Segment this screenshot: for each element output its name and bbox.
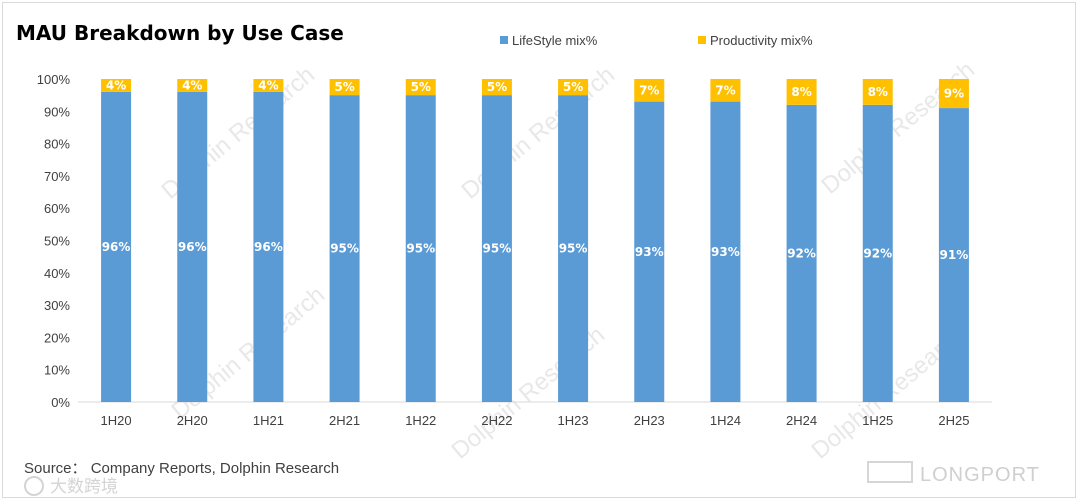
source-note: Source： Company Reports, Dolphin Researc…: [24, 460, 339, 477]
corner-brand: 大数跨境: [24, 476, 118, 496]
y-axis: 0% 10% 20% 30% 40% 50% 60% 70% 80% 90% 100%: [37, 72, 71, 410]
y-tick-label: 90%: [44, 104, 70, 119]
bar-lifestyle: [405, 95, 436, 403]
x-tick-label: 1H23: [558, 413, 589, 428]
bar-lifestyle: [710, 101, 741, 403]
x-tick-label: 2H23: [634, 413, 665, 428]
bar-lifestyle: [862, 104, 893, 402]
data-label-productivity: 5%: [334, 80, 354, 94]
longport-brand: LONGPORT: [920, 464, 1040, 486]
bar-productivity: [405, 79, 436, 96]
data-label-lifestyle: 95%: [330, 242, 359, 256]
bar-lifestyle: [177, 91, 208, 403]
x-tick-label: 1H25: [862, 413, 893, 428]
legend-label-productivity: Productivity mix%: [710, 33, 813, 48]
legend-label-lifestyle: LifeStyle mix%: [512, 33, 598, 48]
data-label-productivity: 5%: [487, 80, 507, 94]
data-label-lifestyle: 95%: [483, 242, 512, 256]
data-label-lifestyle: 92%: [787, 246, 816, 260]
bar-lifestyle: [938, 108, 969, 402]
x-tick-label: 2H24: [786, 413, 817, 428]
data-label-lifestyle: 91%: [940, 248, 969, 262]
y-tick-label: 30%: [44, 298, 70, 313]
data-label-lifestyle: 93%: [711, 245, 740, 259]
bar-lifestyle: [786, 104, 817, 402]
y-tick-label: 60%: [44, 201, 70, 216]
data-label-lifestyle: 95%: [406, 242, 435, 256]
legend-swatch-productivity: [698, 36, 706, 44]
bar-lifestyle: [329, 95, 360, 403]
data-label-productivity: 5%: [563, 80, 583, 94]
legend: LifeStyle mix% Productivity mix%: [500, 33, 813, 48]
legend-swatch-lifestyle: [500, 36, 508, 44]
x-tick-label: 1H24: [710, 413, 741, 428]
bar-lifestyle: [634, 101, 665, 403]
data-label-productivity: 7%: [639, 83, 659, 97]
chart-title: MAU Breakdown by Use Case: [16, 21, 344, 45]
bar-productivity: [786, 79, 817, 105]
x-tick-label: 1H22: [405, 413, 436, 428]
corner-brand-icon: [24, 476, 44, 496]
data-label-lifestyle: 96%: [178, 240, 207, 254]
y-tick-label: 40%: [44, 266, 70, 281]
y-tick-label: 10%: [44, 363, 70, 378]
data-label-lifestyle: 96%: [102, 240, 131, 254]
data-label-productivity: 4%: [106, 78, 126, 92]
corner-brand-text: 大数跨境: [50, 477, 118, 496]
longport-logo: LONGPORT: [867, 461, 1040, 486]
longport-logo-mark: [867, 461, 913, 483]
bar-productivity: [481, 79, 512, 96]
x-tick-label: 2H22: [481, 413, 512, 428]
bar-lifestyle: [558, 95, 589, 403]
data-label-productivity: 4%: [258, 78, 278, 92]
x-tick-label: 2H21: [329, 413, 360, 428]
data-label-lifestyle: 96%: [254, 240, 283, 254]
bar-productivity: [177, 79, 208, 92]
data-label-productivity: 4%: [182, 78, 202, 92]
y-tick-label: 100%: [37, 72, 71, 87]
data-label-lifestyle: 95%: [559, 242, 588, 256]
x-tick-label: 1H20: [101, 413, 132, 428]
bar-productivity: [558, 79, 589, 96]
data-label-lifestyle: 93%: [635, 245, 664, 259]
x-tick-label: 1H21: [253, 413, 284, 428]
data-label-productivity: 8%: [791, 85, 811, 99]
watermark-text: Dolphin Research: [457, 61, 621, 204]
y-tick-label: 70%: [44, 169, 70, 184]
y-tick-label: 0%: [51, 395, 70, 410]
x-tick-label: 2H20: [177, 413, 208, 428]
bar-productivity: [862, 79, 893, 105]
bar-productivity: [634, 79, 665, 102]
plot-area: 96% 4% 96% 4% 96% 4% 95% 5% 95% 5% 95% 5% 95% 5% 93% 7%…: [101, 78, 969, 403]
bar-productivity: [329, 79, 360, 96]
data-label-productivity: 5%: [411, 80, 431, 94]
bar-productivity: [253, 79, 284, 92]
bar-productivity: [710, 79, 741, 102]
bar-lifestyle: [101, 91, 132, 403]
bar-productivity: [101, 79, 132, 92]
y-tick-label: 50%: [44, 234, 70, 249]
bar-productivity: [938, 79, 969, 109]
data-label-productivity: 8%: [868, 85, 888, 99]
x-axis: 1H20 2H20 1H21 2H21 1H22 2H22 1H23 2H23 1H24 2H24…: [101, 413, 970, 428]
data-label-lifestyle: 92%: [863, 246, 892, 260]
data-label-productivity: 7%: [715, 83, 735, 97]
bar-lifestyle: [253, 91, 284, 403]
bar-lifestyle: [481, 95, 512, 403]
y-tick-label: 20%: [44, 330, 70, 345]
data-label-productivity: 9%: [944, 87, 964, 101]
x-tick-label: 2H25: [938, 413, 969, 428]
y-tick-label: 80%: [44, 137, 70, 152]
